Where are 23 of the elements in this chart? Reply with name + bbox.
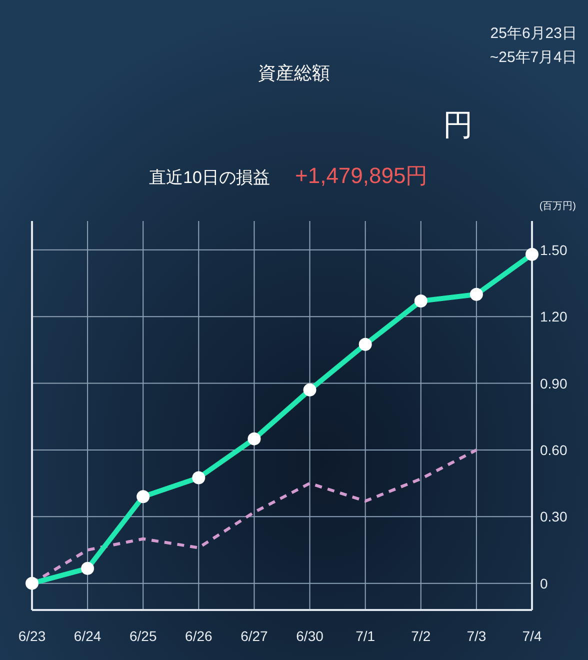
y-tick-label: 0: [540, 575, 548, 592]
x-tick-label: 6/30: [296, 628, 324, 644]
x-tick-label: 6/23: [18, 628, 46, 644]
text: +1,479,895円: [295, 163, 428, 188]
y-axis-title: (百万円): [539, 201, 576, 212]
x-tick-label: 7/3: [466, 628, 486, 644]
text: ~25年7月4日: [490, 49, 577, 66]
x-tick-label: 7/1: [356, 628, 376, 644]
x-tick-label: 6/25: [129, 628, 157, 644]
x-tick-label: 6/26: [185, 628, 213, 644]
y-tick-label: 0.60: [540, 442, 568, 458]
text: 直近10日の損益: [149, 168, 270, 187]
x-tick-label: 7/2: [411, 628, 431, 644]
x-tick-label: 7/4: [522, 628, 542, 644]
y-tick-label: 0.90: [540, 375, 568, 392]
y-tick-label: 0.30: [540, 508, 568, 525]
chart-title: 資産総額: [258, 63, 330, 83]
x-tick-label: 6/27: [240, 628, 268, 644]
text: 円: [443, 109, 473, 142]
text: 25年6月23日: [490, 25, 577, 42]
x-tick-label: 6/24: [74, 628, 102, 644]
y-tick-label: 1.50: [540, 242, 568, 258]
y-tick-label: 1.20: [540, 308, 568, 325]
